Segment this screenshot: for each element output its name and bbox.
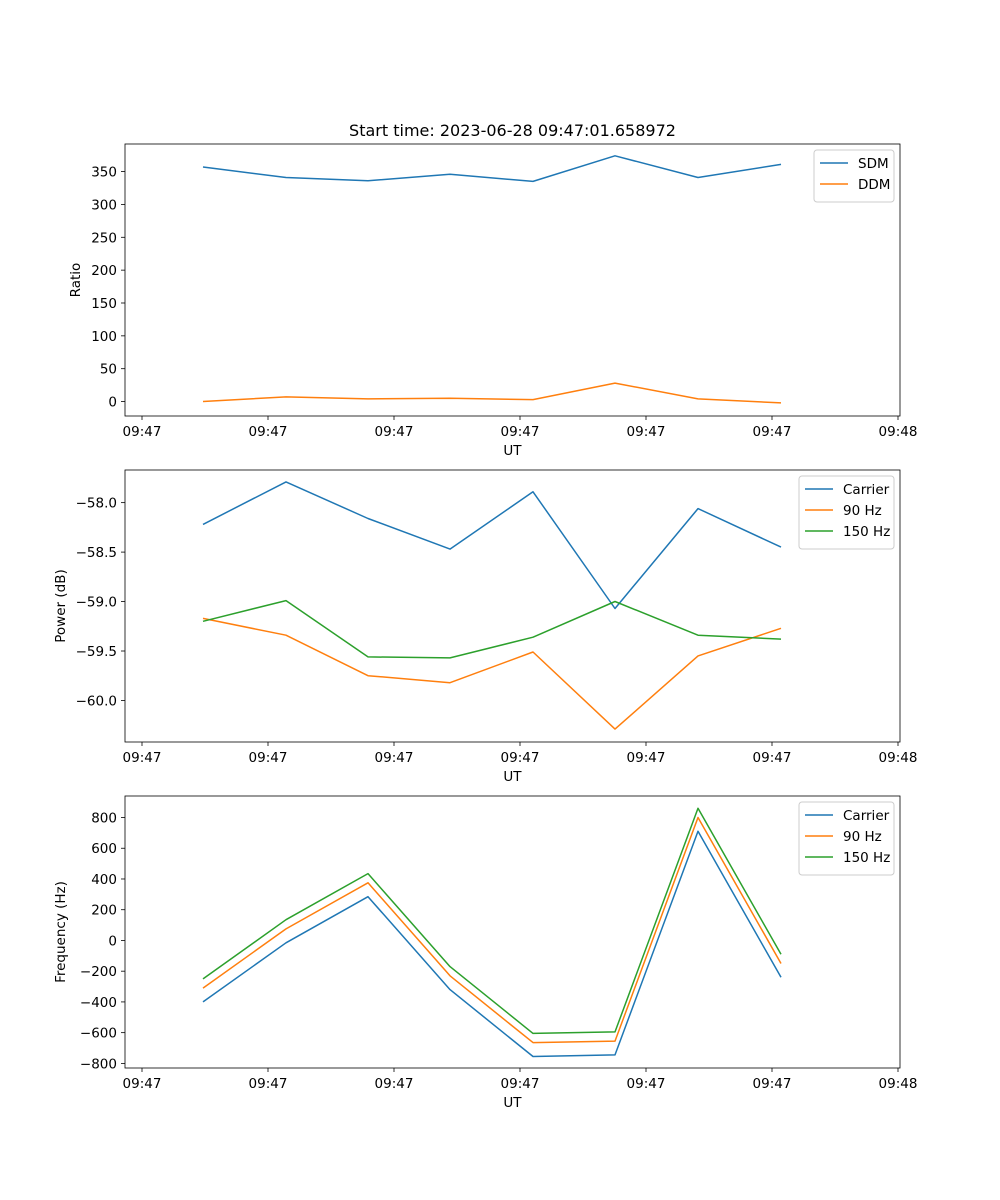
y-tick-label: 350 [91, 165, 117, 181]
x-tick-label: 09:47 [753, 750, 792, 766]
x-tick-label: 09:47 [753, 424, 792, 440]
x-tick-label: 09:47 [375, 424, 414, 440]
y-tick-label: 400 [91, 872, 117, 888]
x-tick-label: 09:48 [879, 750, 918, 766]
x-tick-label: 09:47 [123, 424, 162, 440]
y-tick-label: −600 [80, 1026, 117, 1042]
axes-frame [124, 469, 901, 743]
y-axis-label: Frequency (Hz) [53, 881, 69, 983]
series-line-carrier [202, 830, 782, 1058]
x-tick-label: 09:47 [249, 424, 288, 440]
y-tick-label: −800 [80, 1056, 117, 1072]
x-tick-label: 09:47 [123, 1076, 162, 1092]
y-tick-label: −60.0 [76, 693, 117, 709]
y-tick-label: −58.0 [76, 496, 117, 512]
x-tick-label: 09:47 [501, 1076, 540, 1092]
y-tick-label: 150 [91, 296, 117, 312]
x-axis-label: UT [503, 769, 522, 785]
legend: Carrier 90 Hz 150 Hz [798, 801, 895, 876]
legend-label: DDM [858, 177, 890, 193]
panel-1: Start time: 2023-06-28 09:47:01.658972 09… [68, 121, 917, 459]
panel-2: 09:47 09:47 09:47 09:47 09:47 09:47 09:48 −60.0… [53, 469, 918, 785]
legend-label: 150 Hz [843, 524, 890, 540]
x-tick-label: 09:47 [375, 1076, 414, 1092]
y-axis-label: Ratio [68, 263, 84, 298]
axes-frame [124, 795, 901, 1069]
panel-3: 09:47 09:47 09:47 09:47 09:47 09:47 09:48 −800 −… [53, 795, 918, 1111]
x-tick-label: 09:48 [879, 424, 918, 440]
series-line-90-hz [202, 816, 782, 1044]
y-tick-label: 250 [91, 230, 117, 246]
legend-label: 90 Hz [843, 503, 882, 519]
x-tick-label: 09:47 [375, 750, 414, 766]
y-tick-label: 0 [108, 395, 117, 411]
legend-label: 90 Hz [843, 829, 882, 845]
y-tick-label: −200 [80, 964, 117, 980]
y-tick-label: 200 [91, 903, 117, 919]
chart-title: Start time: 2023-06-28 09:47:01.658972 [349, 121, 676, 140]
legend-label: Carrier [843, 482, 890, 498]
series-line-sdm [202, 155, 782, 183]
y-tick-label: 50 [100, 362, 117, 378]
series-line-carrier [202, 481, 782, 610]
x-tick-label: 09:47 [753, 1076, 792, 1092]
x-axis-label: UT [503, 443, 522, 459]
x-tick-label: 09:47 [501, 424, 540, 440]
x-tick-label: 09:47 [123, 750, 162, 766]
axes-frame [124, 143, 901, 417]
y-tick-label: 300 [91, 197, 117, 213]
x-tick-label: 09:47 [501, 750, 540, 766]
legend: Carrier 90 Hz 150 Hz [798, 475, 895, 550]
y-tick-label: −59.0 [76, 595, 117, 611]
series-line-90-hz [202, 617, 782, 730]
y-tick-label: 800 [91, 811, 117, 827]
x-tick-label: 09:47 [249, 750, 288, 766]
legend-label: 150 Hz [843, 850, 890, 866]
y-tick-label: −58.5 [76, 545, 117, 561]
y-axis-label: Power (dB) [53, 569, 69, 642]
series-line-ddm [202, 382, 782, 404]
legend-label: Carrier [843, 808, 890, 824]
y-tick-label: 100 [91, 329, 117, 345]
y-tick-label: 200 [91, 263, 117, 279]
x-axis-label: UT [503, 1095, 522, 1111]
y-tick-label: −400 [80, 995, 117, 1011]
y-tick-label: 600 [91, 841, 117, 857]
legend-label: SDM [858, 156, 889, 172]
y-tick-label: −59.5 [76, 644, 117, 660]
y-tick-label: 0 [108, 933, 117, 949]
series-line-150-hz [202, 807, 782, 1035]
legend: SDM DDM [813, 149, 895, 203]
x-tick-label: 09:47 [249, 1076, 288, 1092]
x-tick-label: 09:47 [627, 424, 666, 440]
series-line-150-hz [202, 599, 782, 659]
x-tick-label: 09:47 [627, 1076, 666, 1092]
x-tick-label: 09:47 [627, 750, 666, 766]
x-tick-label: 09:48 [879, 1076, 918, 1092]
